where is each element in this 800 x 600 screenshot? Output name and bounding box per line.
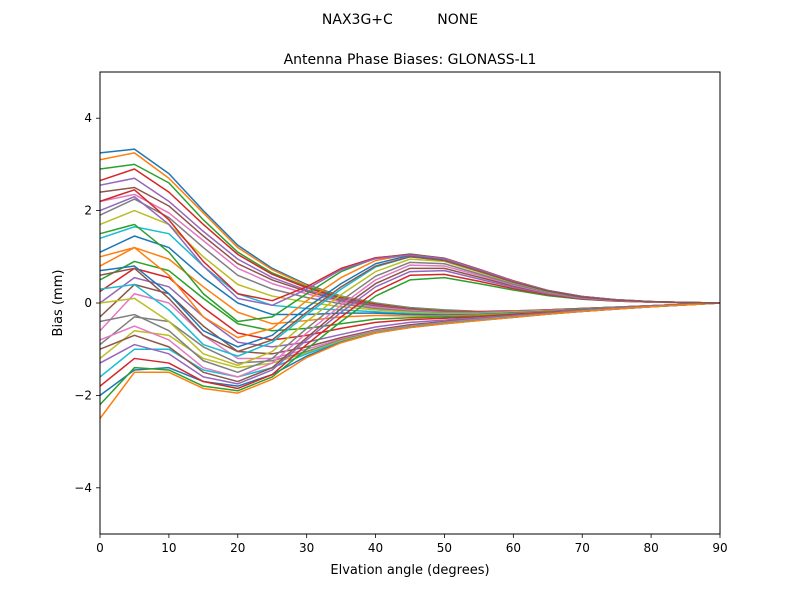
x-tick-label: 40 (368, 541, 383, 555)
x-tick-label: 70 (575, 541, 590, 555)
x-tick-label: 50 (437, 541, 452, 555)
x-axis-label: Elvation angle (degrees) (330, 563, 489, 578)
series-line-24 (99, 273, 721, 390)
series-line-23 (99, 276, 721, 406)
series-line-35 (99, 195, 721, 307)
x-tick-label: 10 (161, 541, 176, 555)
series-line-36 (99, 256, 721, 353)
x-tick-label: 60 (506, 541, 521, 555)
x-tick-label: 20 (230, 541, 245, 555)
x-tick-label: 30 (299, 541, 314, 555)
series-line-22 (99, 302, 721, 419)
y-axis-ticks: −4 −2 0 2 4 (74, 111, 100, 495)
x-tick-label: 80 (643, 541, 658, 555)
chart-title: Antenna Phase Biases: GLONASS-L1 (284, 52, 537, 68)
y-tick-label: −4 (74, 481, 92, 495)
series-line-1 (99, 148, 721, 313)
x-tick-label: 0 (96, 541, 104, 555)
series-layer (99, 148, 721, 419)
plot-frame (99, 71, 721, 535)
series-line-5 (99, 177, 721, 313)
figure-suptitle: NAX3G+C NONE (322, 12, 478, 28)
y-tick-label: 0 (84, 296, 92, 310)
y-axis-label: Bias (mm) (51, 270, 66, 337)
y-tick-label: −2 (74, 388, 92, 402)
x-axis-ticks: 0 10 20 30 40 50 60 70 80 90 (96, 534, 728, 555)
x-tick-label: 90 (712, 541, 727, 555)
y-tick-label: 2 (84, 204, 92, 218)
y-tick-label: 4 (84, 111, 92, 125)
